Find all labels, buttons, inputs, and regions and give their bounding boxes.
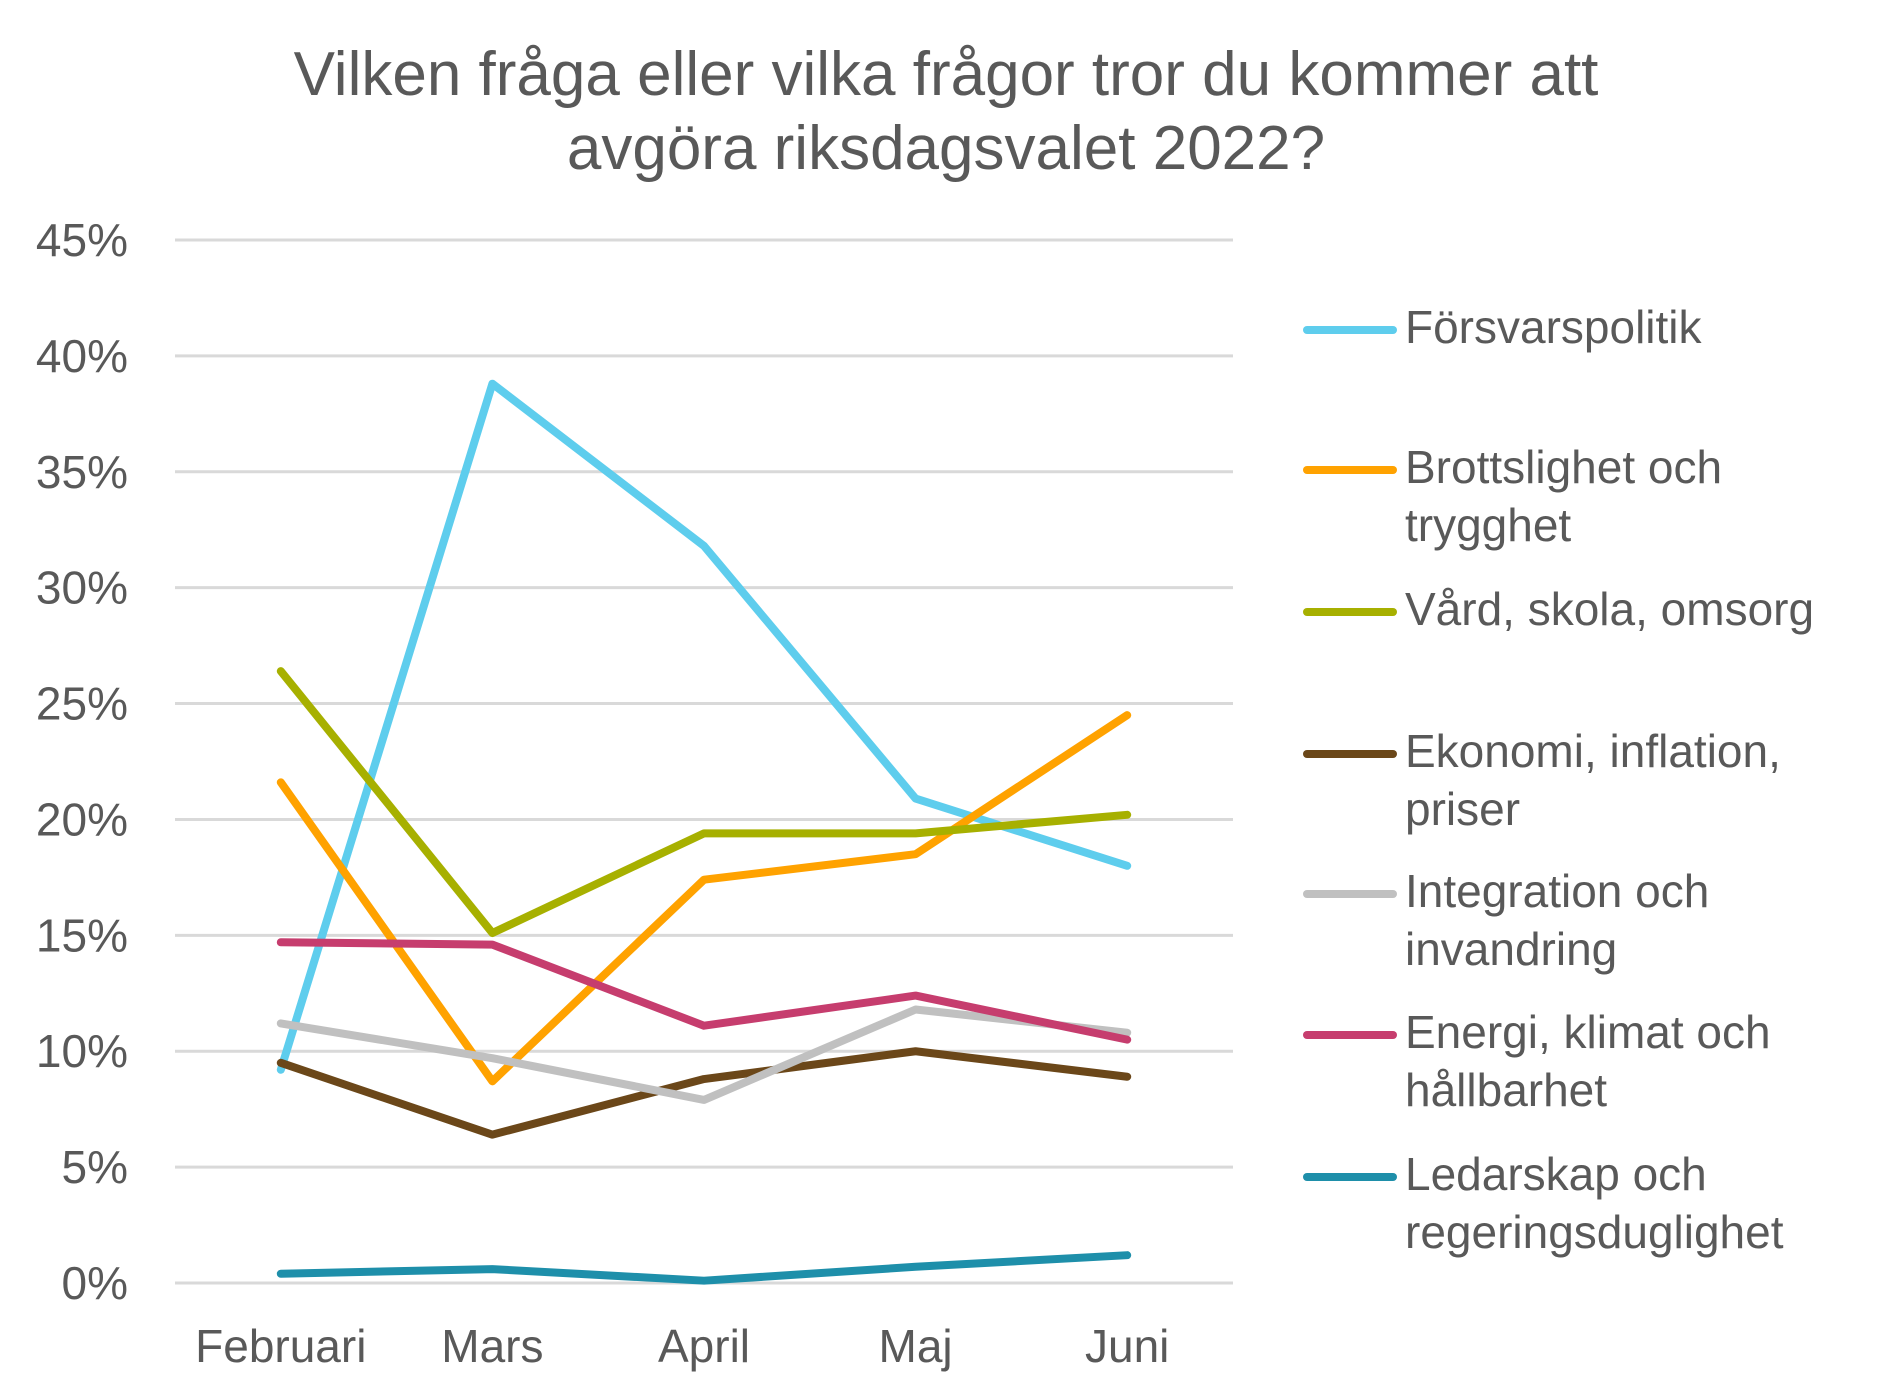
y-tick-label: 40% xyxy=(36,330,128,382)
legend-entry: Ledarskap och regeringsduglighet xyxy=(1303,1148,1784,1258)
x-category-label: Mars xyxy=(441,1320,543,1372)
legend-label: Integration och xyxy=(1405,865,1709,917)
x-category-label: April xyxy=(658,1320,750,1372)
legend-label: regeringsduglighet xyxy=(1405,1206,1784,1258)
legend-entry: Integration och invandring xyxy=(1303,865,1709,975)
gridlines xyxy=(175,238,1233,1285)
legend-entry: Brottslighet och trygghet xyxy=(1303,441,1722,551)
y-tick-label: 15% xyxy=(36,909,128,961)
x-axis-categories: Februari Mars April Maj Juni xyxy=(195,1320,1169,1372)
series-line-4 xyxy=(276,1047,1132,1139)
legend-entry: Vård, skola, omsorg xyxy=(1303,583,1814,635)
legend-entry: Energi, klimat och hållbarhet xyxy=(1303,1006,1771,1116)
y-tick-label: 5% xyxy=(62,1141,128,1193)
series-lines xyxy=(276,379,1132,1285)
chart-title-line-2: avgöra riksdagsvalet 2022? xyxy=(566,114,1326,183)
legend-label: Vård, skola, omsorg xyxy=(1405,583,1814,635)
legend: Försvarspolitik Brottslighet och trygghet V… xyxy=(1303,301,1814,1258)
y-tick-label: 0% xyxy=(62,1257,128,1309)
legend-entry: Ekonomi, inflation, priser xyxy=(1303,725,1781,835)
y-tick-label: 20% xyxy=(36,793,128,845)
series-line-7 xyxy=(276,1251,1132,1285)
legend-entry: Försvarspolitik xyxy=(1303,301,1703,353)
legend-label: priser xyxy=(1405,783,1520,835)
y-tick-label: 10% xyxy=(36,1025,128,1077)
y-tick-label: 45% xyxy=(36,214,128,266)
legend-label: trygghet xyxy=(1405,499,1571,551)
x-category-label: Juni xyxy=(1085,1320,1169,1372)
x-category-label: Februari xyxy=(195,1320,366,1372)
legend-label: hållbarhet xyxy=(1405,1064,1607,1116)
y-tick-label: 30% xyxy=(36,562,128,614)
legend-label: invandring xyxy=(1405,923,1617,975)
legend-label: Brottslighet och xyxy=(1405,441,1722,493)
y-tick-label: 35% xyxy=(36,446,128,498)
legend-label: Försvarspolitik xyxy=(1405,301,1703,353)
y-tick-label: 25% xyxy=(36,678,128,730)
x-category-label: Maj xyxy=(879,1320,953,1372)
legend-label: Ledarskap och xyxy=(1405,1148,1707,1200)
legend-label: Ekonomi, inflation, xyxy=(1405,725,1781,777)
y-axis-ticks: 0% 5% 10% 15% 20% 25% 30% 35% 40% 45% xyxy=(36,214,128,1309)
chart-title: Vilken fråga eller vilka frågor tror du … xyxy=(0,38,1892,186)
legend-label: Energi, klimat och xyxy=(1405,1006,1771,1058)
chart-title-line-1: Vilken fråga eller vilka frågor tror du … xyxy=(293,40,1599,109)
